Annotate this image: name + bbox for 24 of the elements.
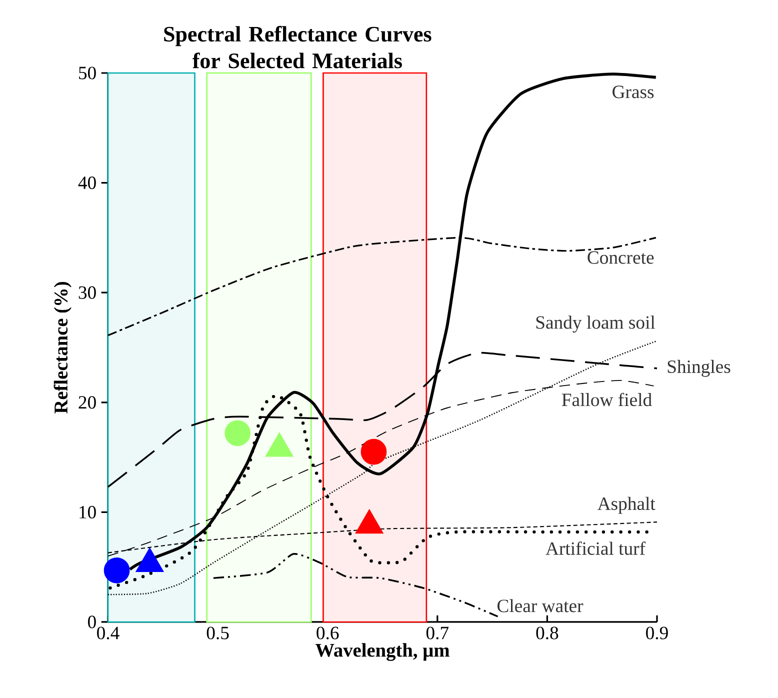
y-tick-label: 30 [78, 286, 96, 299]
chart-title: Spectral Reflectance Curves for Selected Materials [164, 26, 432, 68]
x-tick-label: 0.9 [646, 626, 668, 640]
line-series [212, 553, 499, 618]
y-tick-label: 10 [80, 506, 96, 518]
y-tick-label: 0 [88, 616, 96, 628]
y-tick-label: 50 [79, 66, 96, 80]
series-label: Clear water [497, 599, 584, 612]
x-tick-label: 0.4 [97, 626, 120, 640]
x-tick-label: 0.7 [426, 626, 449, 640]
series-label: Grass [612, 86, 654, 98]
x-tick-label: 0.6 [316, 626, 339, 640]
y-tick-label: 20 [78, 396, 96, 409]
series-label: Shingles [668, 360, 730, 377]
x-tick-label: 0.8 [536, 626, 558, 640]
series-label: Artificial turf [546, 542, 646, 555]
series-label: Asphalt [598, 496, 656, 514]
x-tick-label: 0.5 [206, 626, 229, 640]
series-label: Sandy loam soil [536, 316, 656, 333]
y-axis-title: Reflectance (%) [54, 282, 72, 414]
series-label: Fallow field [562, 392, 652, 406]
y-tick-label: 40 [78, 176, 96, 190]
x-axis-title: Wavelength, µm [315, 643, 450, 661]
series-label: Concrete [588, 251, 654, 264]
